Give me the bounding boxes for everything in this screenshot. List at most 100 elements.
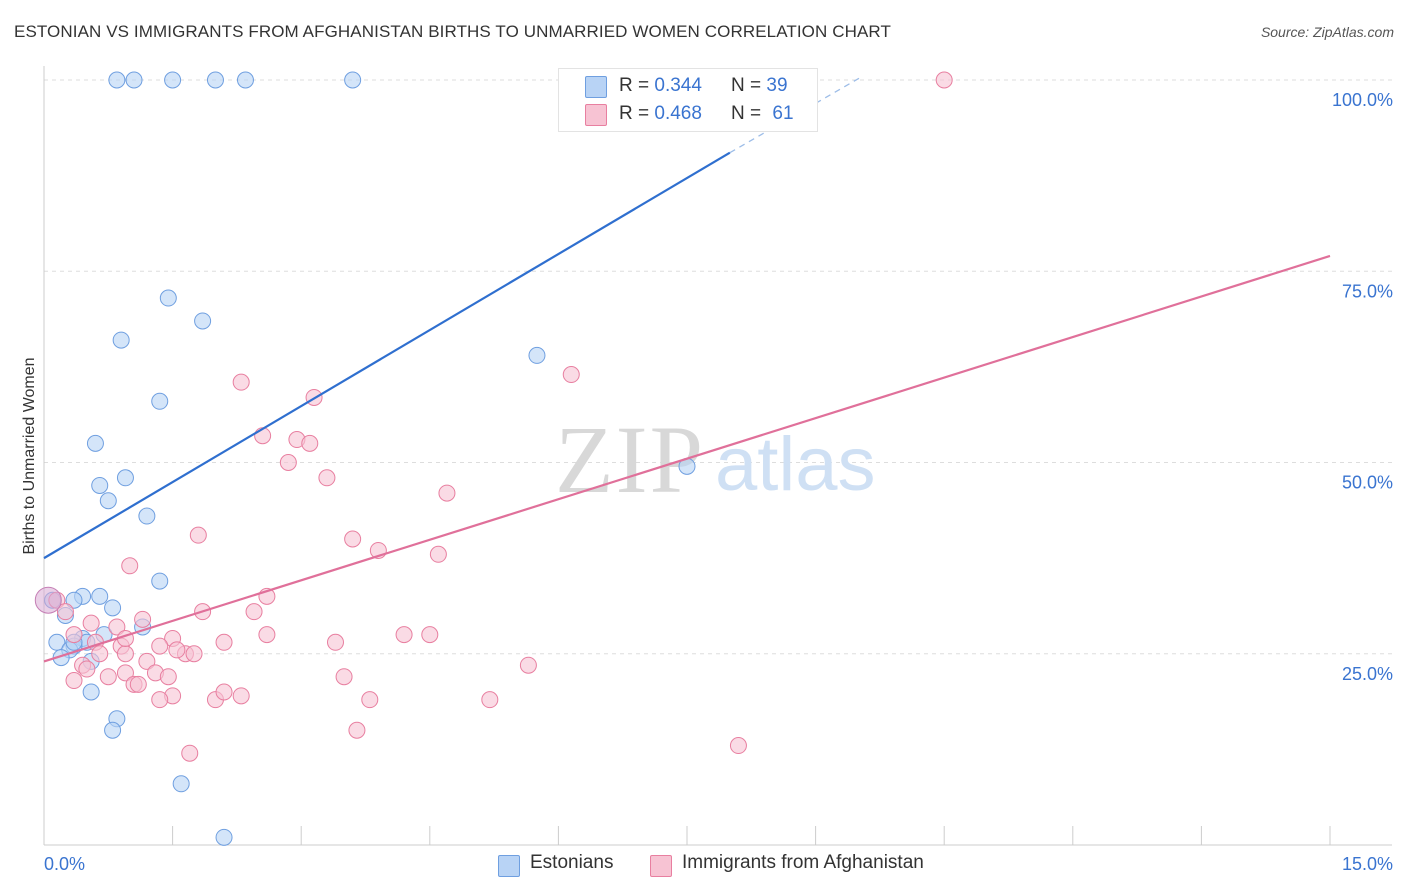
afghan-point — [301, 434, 319, 452]
afghan-point — [181, 744, 199, 762]
estonians-point — [344, 71, 362, 89]
afghan-point — [134, 610, 152, 628]
legend-n-estonians: N = 39 — [731, 75, 788, 96]
afghan-point — [562, 366, 580, 384]
afghan-point — [348, 721, 366, 739]
y-tick-label: 25.0% — [1342, 664, 1393, 684]
afghan-legend-label: Immigrants from Afghanistan — [682, 852, 924, 873]
legend-n-afghan: N = 61 — [731, 103, 794, 124]
afghan-point — [116, 645, 134, 663]
afghan-point — [215, 683, 233, 701]
estonians-legend-swatch — [498, 855, 520, 877]
legend-r-afghan: R = 0.468 — [619, 103, 702, 124]
estonians-point — [65, 591, 83, 609]
estonians-point — [99, 492, 117, 510]
afghan-point — [326, 633, 344, 651]
afghan-point — [99, 668, 117, 686]
estonians-point — [91, 476, 109, 494]
afghan-point — [344, 530, 362, 548]
y-tick-label: 100.0% — [1332, 90, 1393, 110]
afghan-point — [279, 454, 297, 471]
afghan-point — [91, 645, 109, 663]
estonians-point — [125, 71, 143, 89]
estonians-point — [104, 721, 122, 739]
afghan-point — [159, 668, 177, 686]
axis-layer: 25.0% 50.0% 75.0% 100.0% 0.0% 15.0% — [43, 66, 1393, 874]
estonians-point — [151, 572, 169, 590]
watermark: ZIP atlas — [555, 406, 876, 513]
correlation-legend: R = 0.344 N = 39 R = 0.468 N = 61 — [558, 68, 818, 132]
estonians-legend-label: Estonians — [530, 852, 614, 873]
estonians-point — [151, 392, 169, 410]
legend-r-estonians: R = 0.344 — [619, 75, 702, 96]
estonians-point — [112, 331, 130, 349]
afghan-point — [361, 691, 379, 709]
afghan-point — [421, 626, 439, 644]
afghan-point — [318, 469, 336, 487]
afghan-point — [258, 626, 276, 644]
source-label: Source: ZipAtlas.com — [1260, 24, 1394, 40]
y-tick-label: 75.0% — [1342, 281, 1393, 301]
afghan-swatch — [585, 104, 607, 126]
estonians-point — [236, 71, 254, 89]
afghan-point — [519, 656, 537, 674]
estonians-point — [104, 599, 122, 617]
estonians-point — [138, 507, 156, 525]
y-axis-label: Births to Unmarried Women — [21, 357, 38, 554]
afghan-point — [395, 626, 413, 644]
estonians-point — [108, 71, 126, 89]
x-tick-label: 0.0% — [44, 854, 85, 874]
afghan-point — [168, 641, 186, 659]
afghan-point — [151, 691, 169, 709]
estonians-point — [116, 469, 134, 487]
bottom-legend-estonians: Estonians — [498, 852, 614, 877]
afghan-point — [729, 737, 747, 755]
afghan-point — [438, 484, 456, 502]
x-tick-label: 15.0% — [1342, 854, 1393, 874]
grid-layer — [44, 79, 1392, 655]
estonians-point — [159, 289, 177, 307]
estonians-point — [91, 587, 109, 605]
estonians-trend-extension — [729, 75, 864, 154]
afghan-legend-swatch — [650, 855, 672, 877]
afghan-point — [121, 557, 139, 575]
estonians-point — [172, 775, 190, 793]
afghan-point — [138, 652, 156, 670]
bottom-legend-afghan: Immigrants from Afghanistan — [650, 852, 924, 877]
afghan-point — [108, 618, 126, 636]
chart-title: ESTONIAN VS IMMIGRANTS FROM AFGHANISTAN … — [14, 22, 891, 41]
afghan-point — [151, 637, 169, 655]
afghan-point — [335, 668, 353, 686]
estonians-point — [82, 683, 100, 701]
estonians-point — [528, 346, 546, 364]
afghan-point — [935, 71, 953, 89]
afghan-point — [56, 603, 74, 621]
overlap-point — [34, 586, 62, 614]
estonians-trend-line — [43, 151, 731, 560]
estonians-point — [164, 71, 182, 89]
afghan-point — [65, 672, 83, 690]
estonians-point — [206, 71, 224, 89]
afghan-point — [82, 614, 100, 632]
estonians-point — [215, 828, 233, 846]
watermark-atlas: atlas — [715, 422, 876, 507]
afghan-point — [116, 664, 134, 682]
afghan-trend-line — [43, 254, 1331, 663]
estonians-swatch — [585, 76, 607, 98]
y-tick-label: 50.0% — [1342, 473, 1393, 493]
watermark-zip: ZIP — [555, 406, 705, 513]
afghan-point — [215, 633, 233, 651]
afghan-point — [189, 526, 207, 544]
afghan-point — [185, 645, 203, 663]
afghan-point — [78, 660, 96, 678]
afghan-point — [65, 626, 83, 644]
trend-layer — [43, 75, 1331, 663]
estonians-point — [194, 312, 212, 330]
afghan-point — [481, 691, 499, 709]
afghan-point — [129, 675, 147, 693]
estonians-point — [86, 434, 104, 452]
points-layer — [34, 71, 953, 846]
afghan-point — [232, 687, 250, 705]
afghan-point — [429, 545, 447, 563]
